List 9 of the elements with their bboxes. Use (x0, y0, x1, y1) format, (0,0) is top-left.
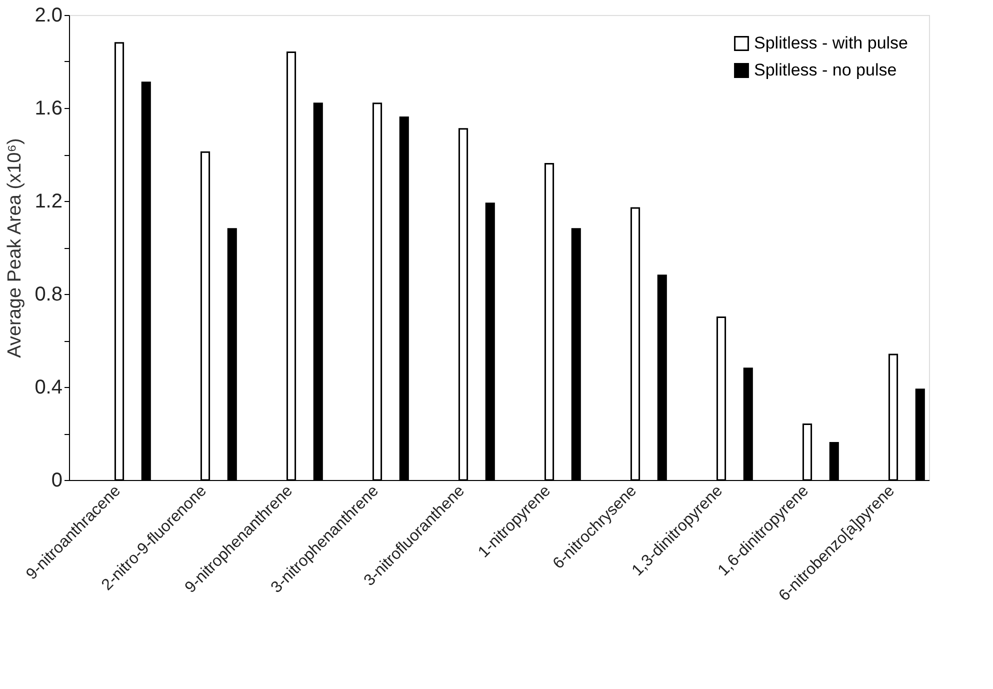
y-tick-label: 1.2 (34, 190, 62, 212)
y-axis-title: Average Peak Area (x10⁶) (4, 138, 26, 358)
y-tick-label: 0.4 (34, 376, 62, 398)
y-tick-label: 1.6 (34, 98, 62, 120)
legend-label: Splitless - with pulse (754, 34, 908, 52)
legend-label: Splitless - no pulse (754, 60, 897, 80)
y-tick-label: 2.0 (34, 4, 62, 26)
y-tick-label: 0 (51, 470, 62, 492)
y-tick-label: 0.8 (34, 284, 62, 306)
